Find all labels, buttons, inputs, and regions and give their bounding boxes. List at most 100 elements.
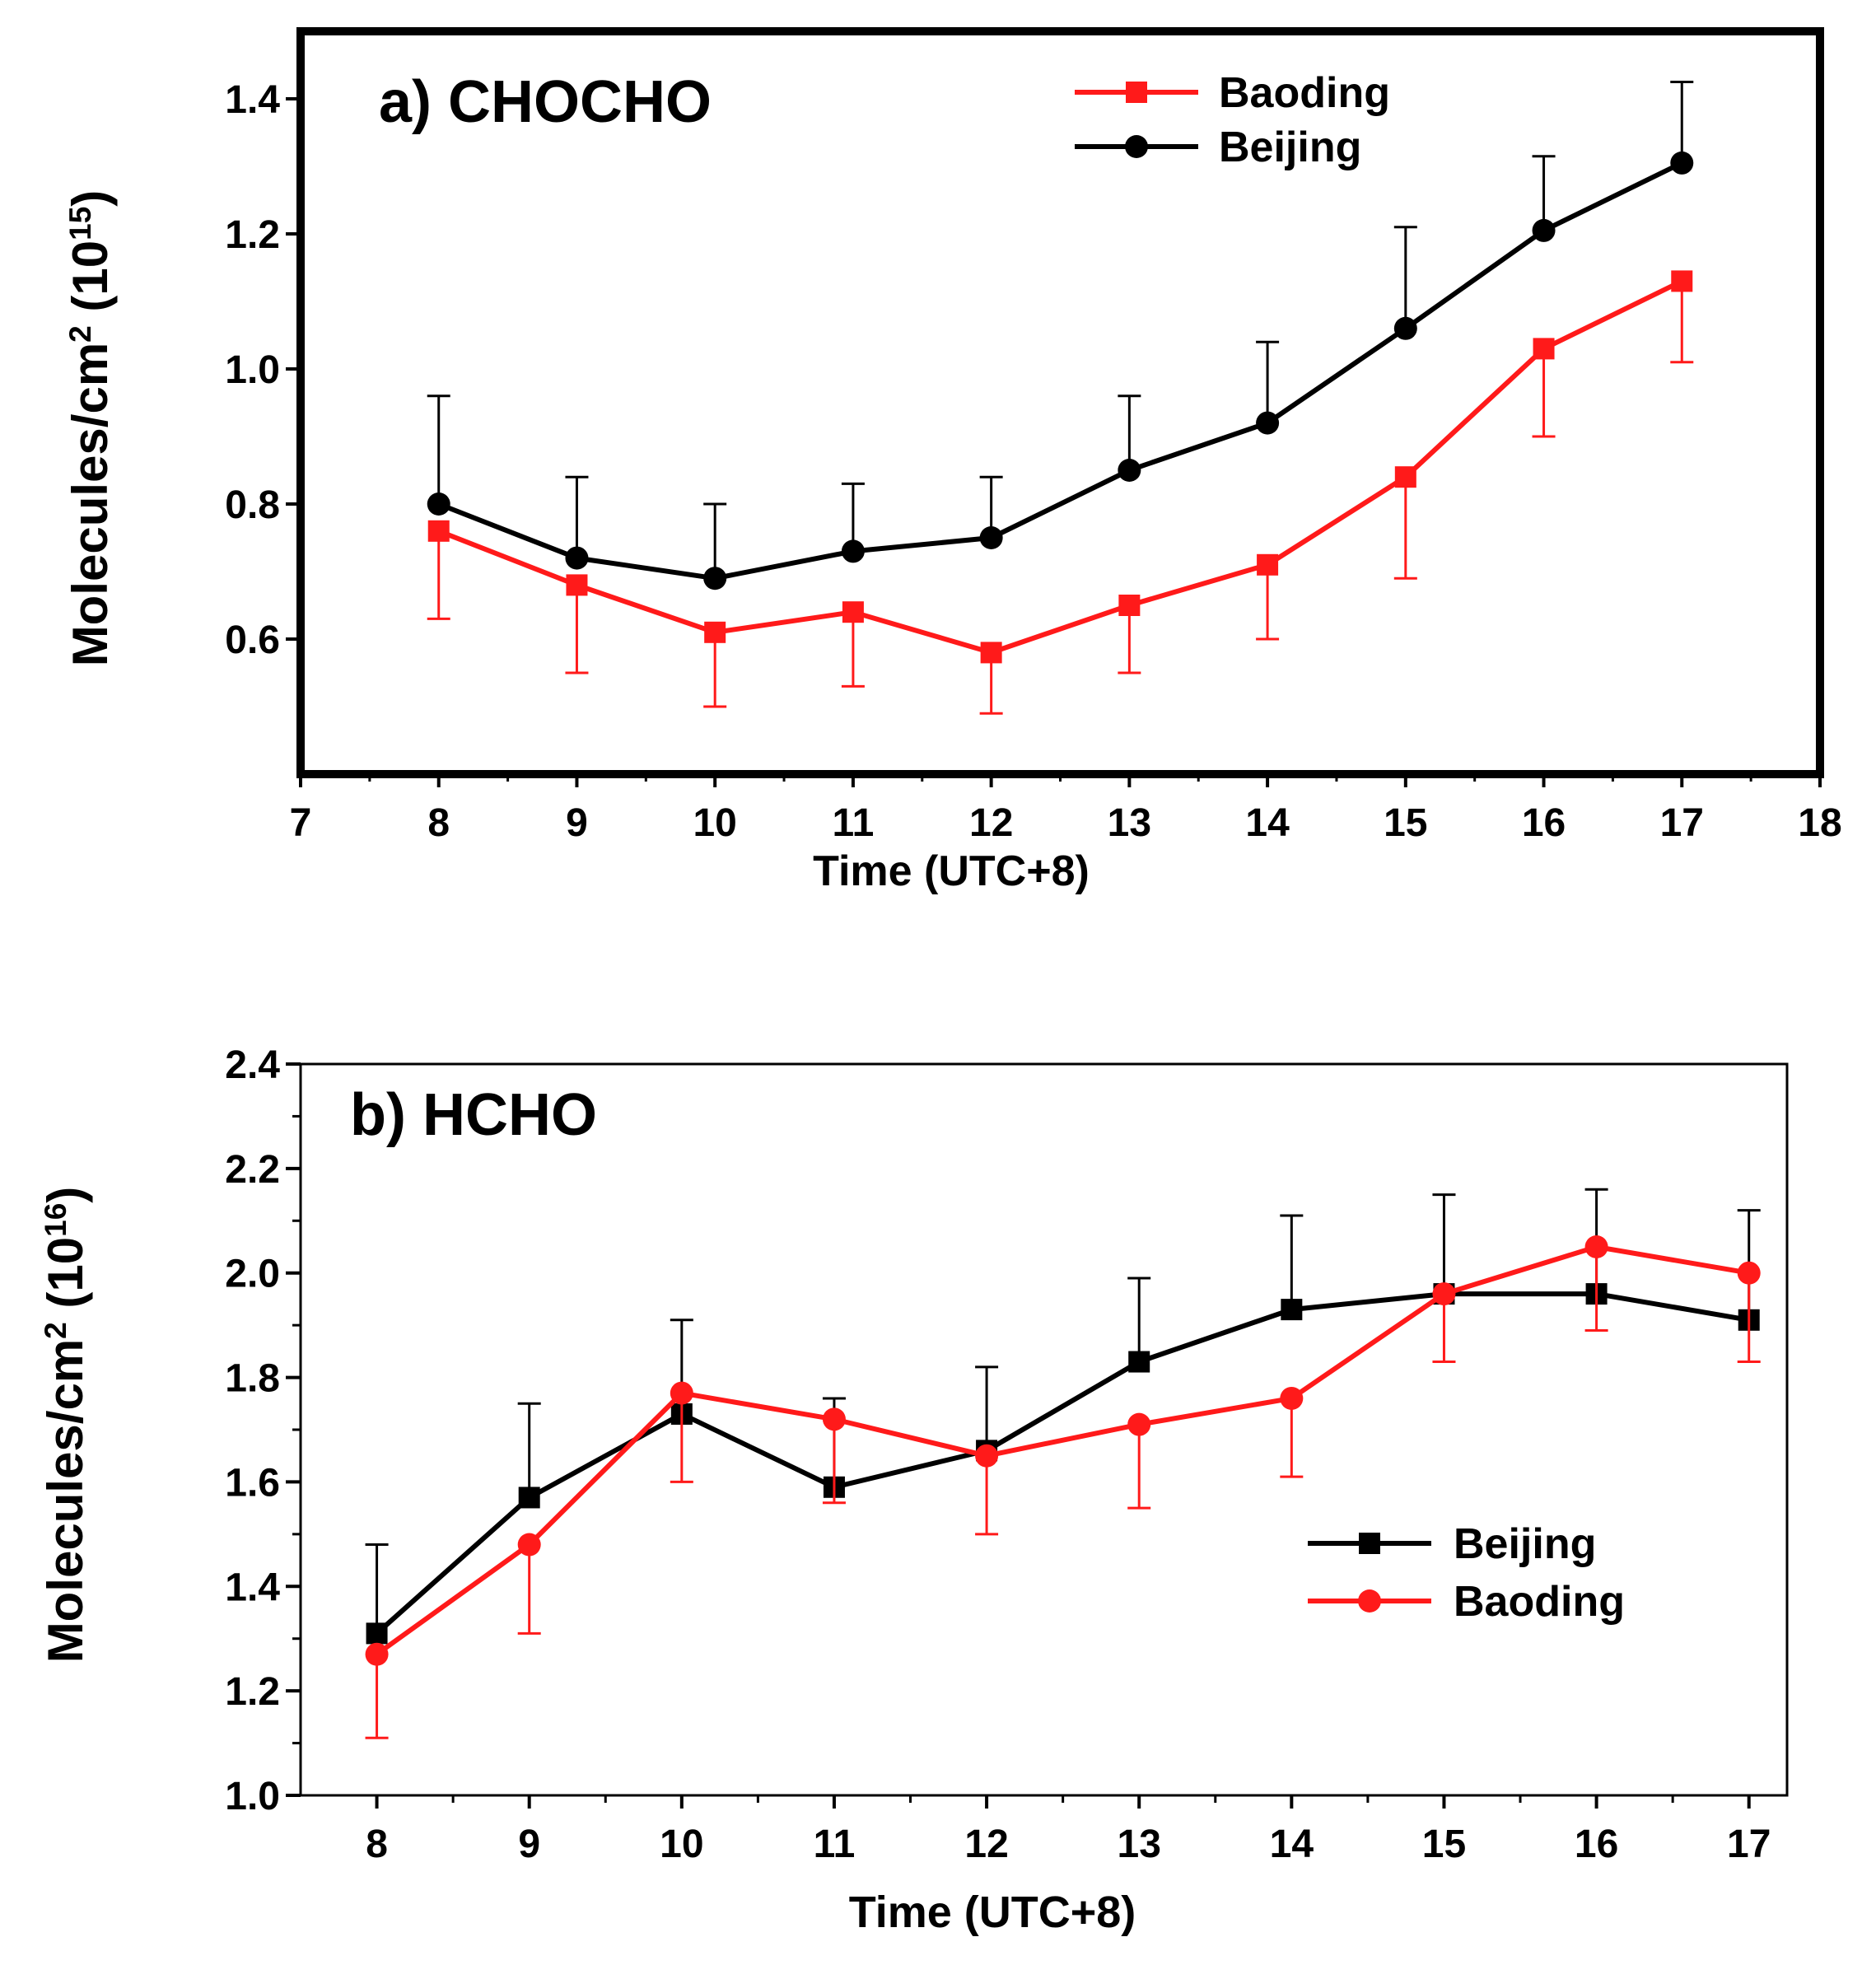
hcho-y-tick-label: 2.4 [225, 1043, 280, 1087]
hcho-x-tick-label: 15 [1422, 1823, 1466, 1866]
hcho-baoding-point [1432, 1282, 1456, 1306]
chocho-y-axis-label: Molecules/cm2 (1015) [63, 190, 118, 667]
chocho-beijing-point [1256, 411, 1280, 435]
chocho-beijing-point [1532, 218, 1556, 242]
hcho-y-axis-label: Molecules/cm2 (1016) [38, 1187, 93, 1664]
chocho-beijing-point [427, 492, 450, 516]
hcho-x-axis-label: Time (UTC+8) [849, 1888, 1136, 1937]
chocho-baoding-line [437, 278, 1683, 656]
chocho-x-tick-label: 18 [1798, 801, 1841, 845]
hcho-beijing-point [1128, 1351, 1150, 1373]
hcho-baoding-point [670, 1381, 693, 1405]
hcho-baoding-point [1127, 1412, 1151, 1436]
hcho-baoding-point [1280, 1386, 1304, 1410]
chocho-baoding-point [980, 642, 1002, 664]
hcho-baoding-point [1737, 1261, 1761, 1285]
hcho-chart-title: b) HCHO [350, 1082, 597, 1148]
chocho-beijing-legend-marker [1125, 135, 1148, 158]
chocho-x-tick-label: 13 [1108, 801, 1151, 845]
chocho-beijing-point [1670, 151, 1694, 175]
chocho-beijing-point [565, 546, 589, 570]
chocho-x-tick-label: 7 [290, 801, 312, 845]
chocho-baoding-point [1118, 595, 1141, 616]
hcho-x-tick-label: 13 [1118, 1823, 1161, 1866]
chocho-baoding-point [704, 621, 726, 643]
hcho-y-tick-label: 1.6 [225, 1461, 280, 1505]
hcho-x-tick-label: 9 [518, 1823, 540, 1866]
chocho-beijing-point [1118, 459, 1141, 482]
chocho-y-tick-label: 0.8 [225, 483, 280, 527]
chocho-y-label-factor-close: ) [63, 190, 118, 207]
chocho-baoding-point [842, 601, 864, 623]
hcho-baoding-point [822, 1407, 846, 1431]
hcho-baoding-point [975, 1444, 999, 1468]
hcho-y-tick-label: 1.4 [225, 1566, 280, 1609]
chocho-beijing-line [437, 161, 1683, 581]
chocho-baoding-point [566, 574, 588, 596]
chocho-beijing-point [703, 567, 727, 590]
hcho-baoding-legend-marker [1358, 1589, 1381, 1613]
chocho-y-tick-label: 1.4 [225, 78, 280, 122]
hcho-y-tick-label: 1.8 [225, 1357, 280, 1401]
chocho-y-tick-label: 1.0 [225, 348, 280, 392]
hcho-y-tick-label: 1.0 [225, 1775, 280, 1818]
chocho-beijing-point [1393, 316, 1417, 340]
hcho-baoding-point [365, 1642, 389, 1666]
chocho-y-tick-label: 1.2 [225, 213, 280, 257]
chocho-x-tick-label: 8 [427, 801, 450, 845]
chocho-chart-title: a) CHOCHO [379, 69, 712, 135]
hcho-x-tick-label: 8 [366, 1823, 388, 1866]
chocho-y-label-factor-base: (10 [63, 240, 118, 325]
chocho-baoding-legend-label: Baoding [1219, 69, 1390, 117]
chocho-x-tick-label: 12 [969, 801, 1013, 845]
chocho-beijing-legend-label: Beijing [1219, 124, 1361, 171]
hcho-baoding-point [1584, 1235, 1608, 1258]
chocho-baoding-legend-marker [1126, 82, 1147, 103]
hcho-baoding-legend-label: Baoding [1454, 1578, 1625, 1626]
hcho-y-tick-label: 2.0 [225, 1253, 280, 1296]
chocho-y-label-factor-exp: 15 [63, 207, 97, 240]
chocho-baoding-point [1671, 270, 1693, 292]
chocho-x-tick-label: 17 [1660, 801, 1704, 845]
hcho-y-label-sup: 2 [39, 1322, 72, 1339]
hcho-y-label-factor-exp: 16 [39, 1203, 72, 1237]
chocho-x-tick-label: 10 [693, 801, 736, 845]
hcho-baoding-line [375, 1244, 1750, 1657]
chocho-beijing-point [979, 526, 1003, 549]
hcho-beijing-legend-label: Beijing [1454, 1520, 1596, 1568]
chocho-baoding-point [1257, 553, 1279, 576]
hcho-beijing-point [366, 1622, 388, 1645]
chocho-y-tick-label: 0.6 [225, 618, 280, 662]
panel-a-chocho: 7 8 9 10 11 12 13 14 15 16 17 18 0.6 0.8 1.0 1.2 1.4 a) C… [63, 27, 1842, 895]
chocho-baoding-point [1533, 338, 1555, 360]
hcho-beijing-point [1281, 1299, 1303, 1321]
hcho-x-tick-label: 10 [660, 1823, 703, 1866]
hcho-x-tick-label: 16 [1575, 1823, 1618, 1866]
chocho-y-label-sup: 2 [63, 325, 97, 343]
chocho-y-label-main: Molecules/cm [63, 343, 118, 667]
hcho-beijing-line [375, 1291, 1750, 1636]
hcho-beijing-legend-marker [1359, 1533, 1380, 1554]
hcho-y-label-main: Molecules/cm [38, 1339, 93, 1664]
hcho-y-tick-label: 2.2 [225, 1148, 280, 1192]
hcho-y-tick-label: 1.2 [225, 1670, 280, 1714]
hcho-x-tick-label: 14 [1270, 1823, 1314, 1866]
hcho-y-label-factor-close: ) [38, 1187, 93, 1203]
hcho-beijing-point [518, 1487, 540, 1509]
chocho-x-axis-label: Time (UTC+8) [813, 847, 1090, 895]
chocho-x-tick-label: 16 [1522, 801, 1566, 845]
hcho-x-tick-label: 11 [814, 1823, 856, 1866]
chocho-x-tick-label: 9 [566, 801, 588, 845]
chocho-x-tick-label: 14 [1245, 801, 1290, 845]
hcho-x-tick-label: 12 [964, 1823, 1008, 1866]
chocho-plot-frame [296, 27, 1824, 778]
hcho-baoding-point [517, 1533, 541, 1557]
chocho-x-tick-label: 11 [833, 801, 875, 845]
chocho-baoding-point [1394, 466, 1416, 488]
chocho-beijing-point [841, 539, 865, 563]
hcho-plot-frame [299, 1062, 1789, 1797]
hcho-x-tick-label: 17 [1727, 1823, 1771, 1866]
chocho-x-tick-label: 15 [1384, 801, 1427, 845]
panel-b-hcho: 8 9 10 11 12 13 14 15 16 17 1.0 1.2 1.4 1.6 1.8 2.0 2.2 2… [38, 1043, 1789, 1937]
